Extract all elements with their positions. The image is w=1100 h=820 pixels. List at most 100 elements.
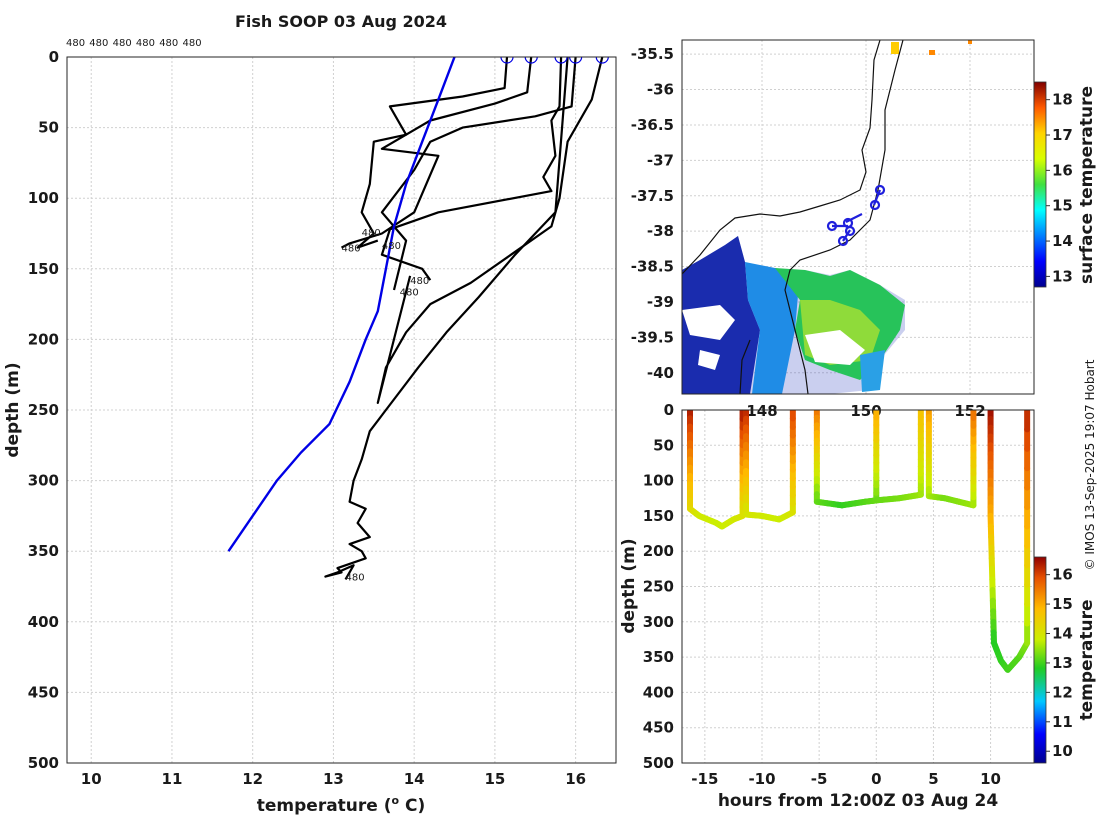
temp-colorbar-tick-label: 14	[1052, 625, 1073, 643]
profile-title: Fish SOOP 03 Aug 2024	[235, 12, 447, 31]
y-tick-label: 300	[28, 472, 59, 490]
profile-label: 480	[382, 241, 401, 252]
x-tick-label: 15	[484, 770, 505, 788]
top-label: 480	[136, 38, 155, 49]
top-label: 480	[183, 38, 202, 49]
y-tick-label: 0	[49, 48, 59, 66]
surface-marker	[595, 57, 609, 64]
td-x-tick-label: -10	[748, 770, 775, 788]
y-tick-label: 50	[38, 119, 59, 137]
sst-colorbar-tick-label: 14	[1052, 232, 1073, 250]
top-label: 480	[66, 38, 85, 49]
map-y-tick-label: -35.5	[631, 45, 674, 63]
top-labels: 480 480 480 480 480 480	[66, 38, 202, 49]
map-y-tick-label: -38	[647, 222, 674, 240]
temp-colorbar-tick-label: 15	[1052, 595, 1073, 613]
y-tick-label: 100	[28, 189, 59, 207]
temp-colorbar-tick-label: 16	[1052, 566, 1073, 584]
x-tick-label: 10	[81, 770, 102, 788]
x-tick-label: 11	[162, 770, 183, 788]
sst-colorbar-tick-label: 16	[1052, 161, 1073, 179]
profile-xlabel: temperature (o C)	[257, 794, 426, 816]
td-y-tick-label: 150	[643, 507, 674, 525]
profile-label: 480	[410, 276, 429, 287]
profile-label: 480	[342, 244, 361, 255]
surface-marker	[554, 57, 568, 64]
y-tick-label: 450	[28, 683, 59, 701]
time-depth-xlabel: hours from 12:00Z 03 Aug 24	[718, 791, 999, 811]
track-station	[844, 225, 856, 237]
track-station	[837, 235, 849, 247]
map-panel: -35.5 -36 -36.5 -37 -37.5 -38 -38.5 -39 -39.5 -40…	[631, 39, 1097, 420]
profile-ylabel: depth (m)	[3, 362, 23, 457]
temp-colorbar	[1033, 556, 1047, 764]
profile-line-deep	[324, 57, 569, 580]
copyright-note: © IMOS 13-Sep-2025 19:07 Hobart	[1083, 359, 1097, 570]
td-x-tick-label: 0	[871, 770, 881, 788]
temp-colorbar-tick-label: 12	[1052, 683, 1073, 701]
profile-frame	[66, 56, 617, 764]
profile-ticks: 10 11 12 13 14 15 16 0 50 100 150 200 250 300 350 400 45…	[28, 48, 586, 788]
sst-colorbar-tick-label: 15	[1052, 197, 1073, 215]
td-y-tick-label: 500	[643, 754, 674, 772]
td-x-tick-label: 5	[928, 770, 938, 788]
temp-colorbar-tick-label: 13	[1052, 654, 1073, 672]
profile-line-p5	[376, 57, 604, 404]
y-tick-label: 150	[28, 260, 59, 278]
td-y-tick-label: 250	[643, 578, 674, 596]
sst-field	[682, 40, 972, 394]
y-tick-label: 350	[28, 542, 59, 560]
temp-colorbar-ticks: 10 11 12 13 14 15 16	[1046, 566, 1073, 760]
td-x-tick-label: -15	[691, 770, 718, 788]
sst-colorbar	[1033, 81, 1047, 288]
sst-colorbar-tick-label: 13	[1052, 267, 1073, 285]
y-tick-label: 250	[28, 401, 59, 419]
surface-marker	[524, 57, 538, 64]
sst-colorbar-label: surface temperature	[1077, 86, 1097, 284]
track-station	[874, 184, 886, 196]
profile-grid	[67, 56, 616, 764]
temp-colorbar-tick-label: 11	[1052, 713, 1073, 731]
time-depth-ticks: -15 -10 -5 0 5 100501001502002503003504004505…	[643, 401, 1001, 788]
sst-colorbar-ticks: 13 14 15 16 17 18	[1046, 91, 1073, 285]
map-ticks: -35.5 -36 -36.5 -37 -37.5 -38 -38.5 -39 -39.5 -40…	[631, 45, 986, 420]
map-grid	[682, 40, 1034, 394]
temp-colorbar-label: temperature	[1077, 599, 1097, 720]
x-tick-label: 13	[323, 770, 344, 788]
profile-label: 480	[346, 573, 365, 584]
surface-marker	[500, 57, 514, 64]
map-y-tick-label: -40	[647, 364, 674, 382]
x-tick-label: 14	[404, 770, 425, 788]
y-tick-label: 400	[28, 613, 59, 631]
time-depth-data	[687, 410, 1031, 673]
temp-colorbar-tick-label: 10	[1052, 742, 1073, 760]
td-x-tick-label: 10	[980, 770, 1001, 788]
profile-line-p4	[380, 57, 577, 291]
profile-label: 480	[362, 228, 381, 239]
profile-line-p1	[356, 57, 509, 249]
map-x-tick-label: 152	[954, 402, 985, 420]
y-tick-label: 500	[28, 754, 59, 772]
ship-track	[826, 184, 886, 247]
sst-colorbar-tick-label: 17	[1052, 126, 1073, 144]
surface-marker	[569, 57, 583, 64]
top-label: 480	[89, 38, 108, 49]
td-y-tick-label: 0	[664, 401, 674, 419]
map-y-tick-label: -39.5	[631, 328, 674, 346]
td-y-tick-label: 450	[643, 719, 674, 737]
map-y-tick-label: -37.5	[631, 187, 674, 205]
track-station	[826, 220, 838, 232]
td-y-tick-label: 200	[643, 542, 674, 560]
td-y-tick-label: 50	[653, 436, 674, 454]
td-y-tick-label: 400	[643, 683, 674, 701]
td-y-tick-label: 100	[643, 472, 674, 490]
sst-colorbar-tick-label: 18	[1052, 91, 1073, 109]
top-label: 480	[159, 38, 178, 49]
map-content	[682, 40, 972, 394]
x-tick-label: 12	[242, 770, 263, 788]
map-y-tick-label: -39	[647, 293, 674, 311]
track-station	[869, 199, 881, 211]
profile-line-p2	[340, 57, 533, 249]
